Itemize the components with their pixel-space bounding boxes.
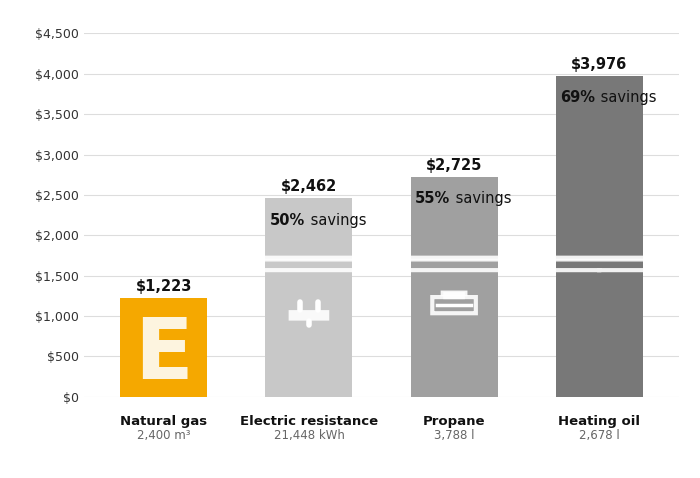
Text: E: E [134, 314, 193, 397]
FancyBboxPatch shape [288, 310, 329, 321]
Text: 21,448 kWh: 21,448 kWh [274, 429, 344, 442]
Text: $2,462: $2,462 [281, 179, 337, 195]
Bar [556, 76, 643, 397]
Text: 55%: 55% [414, 191, 449, 206]
Bar [120, 298, 207, 397]
Text: Natural gas: Natural gas [120, 415, 207, 428]
Text: 2,400 m³: 2,400 m³ [137, 429, 190, 442]
Text: 3,788 l: 3,788 l [434, 429, 475, 442]
Text: savings: savings [596, 90, 657, 105]
Text: Propane: Propane [423, 415, 485, 428]
Text: $2,725: $2,725 [426, 158, 482, 173]
Text: Electric resistance: Electric resistance [240, 415, 378, 428]
Text: savings: savings [306, 213, 367, 228]
Text: Heating oil: Heating oil [558, 415, 640, 428]
Text: 50%: 50% [270, 213, 304, 228]
Text: $1,223: $1,223 [136, 279, 192, 294]
Text: 69%: 69% [560, 90, 595, 105]
Text: savings: savings [452, 191, 512, 206]
Text: $3,976: $3,976 [571, 57, 627, 72]
Bar [265, 198, 353, 397]
Text: 2,678 l: 2,678 l [579, 429, 620, 442]
Bar [410, 177, 498, 397]
